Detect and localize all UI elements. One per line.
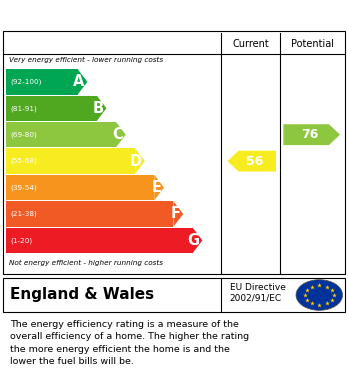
Text: (39-54): (39-54) (10, 184, 37, 191)
Text: (81-91): (81-91) (10, 105, 37, 111)
Bar (6, 95, 97, 121)
Bar (6, 228, 193, 253)
Polygon shape (154, 175, 164, 200)
Text: (1-20): (1-20) (10, 237, 33, 244)
Polygon shape (116, 122, 126, 147)
Polygon shape (97, 95, 106, 121)
Polygon shape (173, 201, 183, 227)
Text: E: E (151, 180, 161, 195)
Polygon shape (135, 149, 145, 174)
Text: EU Directive
2002/91/EC: EU Directive 2002/91/EC (230, 283, 286, 303)
Bar (6, 149, 135, 174)
Polygon shape (193, 228, 203, 253)
Circle shape (296, 280, 342, 310)
Text: B: B (93, 101, 104, 116)
Bar (6, 69, 78, 95)
Text: (55-68): (55-68) (10, 158, 37, 164)
Text: Very energy efficient - lower running costs: Very energy efficient - lower running co… (9, 57, 163, 63)
Text: Potential: Potential (291, 39, 334, 48)
Text: England & Wales: England & Wales (10, 287, 155, 302)
Text: The energy efficiency rating is a measure of the
overall efficiency of a home. T: The energy efficiency rating is a measur… (10, 320, 250, 366)
Bar (6, 122, 116, 147)
Polygon shape (283, 124, 340, 145)
Text: 56: 56 (246, 154, 264, 168)
Text: F: F (171, 206, 180, 221)
Bar (6, 175, 154, 200)
Text: (92-100): (92-100) (10, 79, 42, 85)
Text: Current: Current (232, 39, 269, 48)
Text: 76: 76 (301, 128, 318, 141)
Text: C: C (112, 127, 123, 142)
Bar (6, 201, 173, 227)
Text: A: A (73, 74, 85, 89)
Text: (21-38): (21-38) (10, 211, 37, 217)
Polygon shape (228, 151, 276, 172)
Text: (69-80): (69-80) (10, 131, 37, 138)
Text: Not energy efficient - higher running costs: Not energy efficient - higher running co… (9, 260, 163, 266)
Polygon shape (78, 69, 87, 95)
Text: Energy Efficiency Rating: Energy Efficiency Rating (9, 5, 238, 23)
Text: G: G (188, 233, 200, 248)
Text: D: D (130, 154, 142, 169)
